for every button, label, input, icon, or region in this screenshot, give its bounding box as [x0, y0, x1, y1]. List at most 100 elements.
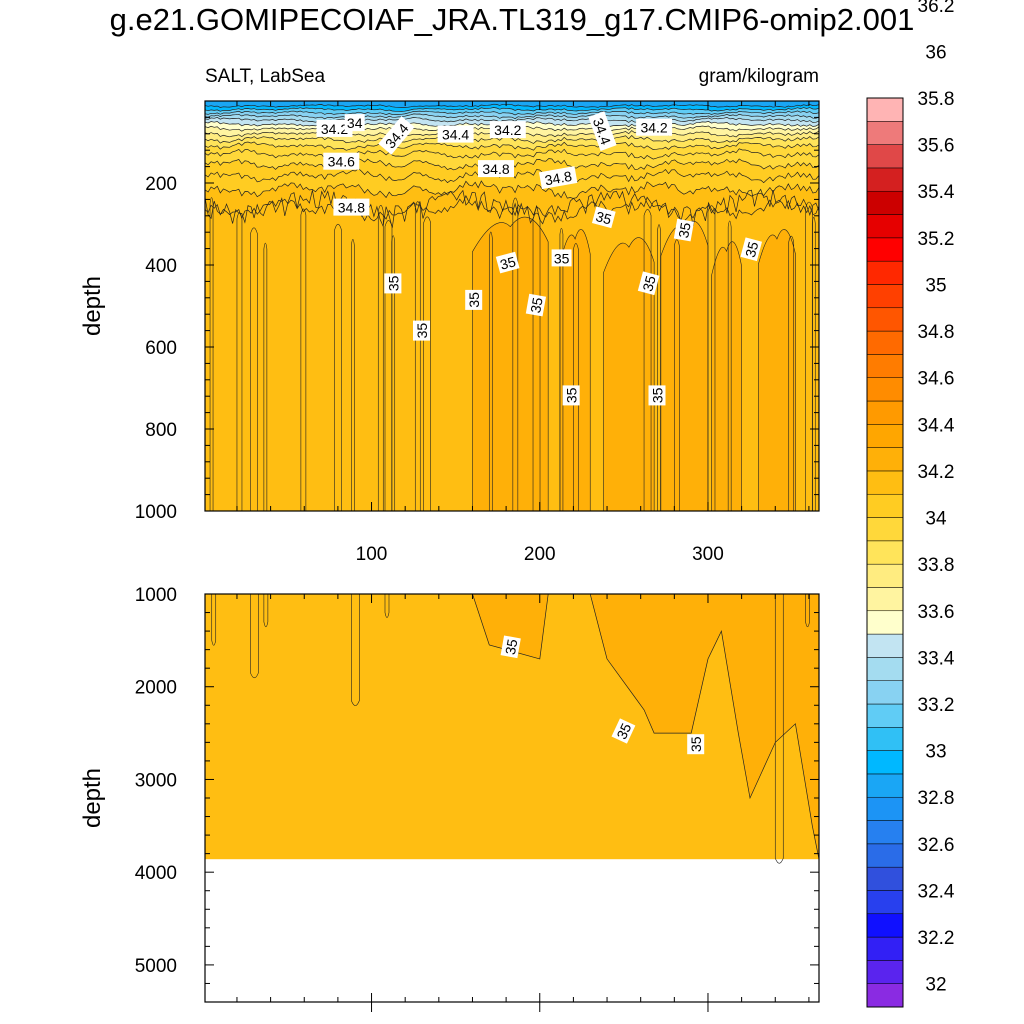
colorbar-box [866, 960, 904, 984]
contour-line [205, 180, 819, 199]
panel-units-label: gram/kilogram [699, 66, 819, 87]
colorbar-box [866, 377, 904, 402]
colorbar-label: 33.2 [918, 695, 955, 716]
contour-plume [559, 227, 564, 511]
contour-label-text: 34.6 [328, 154, 355, 170]
contour-line [205, 113, 819, 120]
colorbar-label: 34 [925, 509, 947, 530]
contour-label: 34.8 [333, 198, 370, 216]
colorbar-label: 35.2 [918, 229, 955, 250]
contour-label: 35 [525, 293, 547, 317]
salinity-band [205, 135, 819, 151]
salinity-35-region-deep [472, 594, 819, 860]
y-tick-label: 3000 [135, 770, 177, 791]
colorbar: 32 32.2 32.4 32.6 32.8 33 33.2 33.4 33.6 33.8 34 34… [866, 0, 955, 1008]
contour-label-text: 35 [742, 240, 762, 259]
contour-label-bg [344, 114, 365, 132]
colorbar-label: 36.2 [918, 0, 955, 17]
colorbar-box [866, 470, 904, 495]
contour-label: 35 [611, 718, 636, 744]
contour-label-text: 35 [564, 387, 580, 403]
contour-label-text: 35 [639, 274, 659, 293]
contour-label-text: 34.2 [494, 122, 521, 138]
colorbar-label: 32.8 [918, 788, 955, 809]
contour-label-bg [611, 718, 636, 744]
contour-label-bg [500, 635, 521, 659]
contour-label-bg [539, 166, 578, 190]
colorbar-label: 35.6 [918, 136, 955, 157]
contour-line [205, 148, 819, 160]
colorbar-label: 36 [925, 42, 946, 63]
colorbar-box [866, 307, 904, 332]
contour-label: 35 [500, 635, 521, 659]
colorbar-box [866, 517, 904, 542]
salinity-band [205, 101, 819, 108]
colorbar-box [866, 913, 904, 938]
colorbar-box [866, 610, 904, 635]
contour-label-text: 34.8 [543, 168, 573, 189]
contour-label: 35 [465, 289, 483, 310]
x-tick-label: 300 [692, 544, 724, 565]
colorbar-box [866, 703, 904, 728]
y-tick-label: 1000 [135, 585, 177, 606]
y-tick-label: 600 [145, 338, 177, 359]
contour-label-text: 34.2 [640, 120, 667, 136]
contour-label: 35 [648, 385, 666, 406]
colorbar-label: 33.4 [918, 648, 955, 669]
contour-label-text: 35 [650, 387, 666, 403]
colorbar-box [866, 773, 904, 798]
upper-panel-frame [204, 100, 820, 512]
axes: 100 200 300 200 400 600 800 1000 1000 2000 3000 400… [135, 100, 820, 1012]
colorbar-box [866, 796, 904, 821]
contour-label: 34.2 [316, 119, 353, 137]
contour-plume [674, 239, 680, 511]
contour-label-text: 35 [613, 721, 634, 742]
y-axis-label-upper: depth [79, 276, 106, 336]
contour-label: 34.2 [489, 121, 526, 139]
colorbar-label: 35 [925, 275, 946, 296]
colorbar-box [866, 354, 904, 378]
contour-line [205, 110, 819, 116]
colorbar-label: 35.4 [918, 182, 955, 203]
colorbar-box [866, 447, 904, 472]
contour-label: 35 [495, 251, 520, 274]
colorbar-box [866, 820, 904, 845]
colorbar-box [866, 540, 904, 565]
contour-plume [811, 216, 816, 511]
colorbar-box [866, 750, 904, 775]
contour-label-text: 35 [414, 323, 430, 339]
contour-label-text: 35 [527, 296, 545, 314]
contour-label: 35 [673, 218, 695, 242]
contour-plume [573, 243, 579, 511]
colorbar-box [866, 890, 904, 915]
y-tick-label: 2000 [135, 678, 177, 699]
contour-plume [300, 208, 307, 511]
contour-label-bg [740, 237, 763, 262]
salinity-band [205, 181, 819, 223]
contour-plume [805, 594, 810, 628]
contour-label: 34.8 [478, 160, 514, 178]
contour-label: 35 [687, 734, 705, 755]
contour-plume [512, 197, 519, 511]
colorbar-box [866, 587, 904, 612]
colorbar-box [866, 493, 904, 518]
contour-label-bg [316, 119, 353, 137]
contour-label-bg [687, 734, 705, 755]
contour-label-bg [465, 289, 483, 310]
contour-line [205, 103, 819, 108]
contour-label: 34.6 [323, 152, 360, 170]
contour-label: 34.4 [588, 111, 617, 151]
contour-label: 35 [384, 273, 402, 294]
contour-label: 34.2 [636, 118, 673, 136]
contour-label-text: 35 [594, 208, 613, 228]
salinity-band [205, 168, 819, 199]
contour-label-bg [562, 385, 580, 406]
contour-plume [351, 239, 355, 511]
contour-plume [250, 227, 258, 511]
colorbar-box [866, 936, 904, 961]
contour-plume [423, 216, 431, 511]
contour-label-bg [384, 273, 402, 294]
colorbar-label: 32 [925, 975, 946, 996]
contour-label-text: 34 [347, 115, 363, 131]
colorbar-box [866, 284, 904, 309]
